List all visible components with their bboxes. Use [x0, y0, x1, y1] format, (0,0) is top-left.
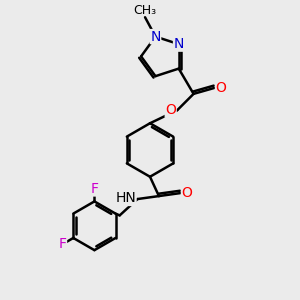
Text: O: O	[215, 81, 226, 95]
Text: N: N	[173, 37, 184, 51]
Text: N: N	[150, 30, 161, 44]
Text: O: O	[165, 103, 176, 117]
Text: F: F	[90, 182, 98, 196]
Text: HN: HN	[115, 191, 136, 206]
Text: F: F	[58, 237, 67, 251]
Text: CH₃: CH₃	[134, 4, 157, 17]
Text: O: O	[182, 186, 192, 200]
